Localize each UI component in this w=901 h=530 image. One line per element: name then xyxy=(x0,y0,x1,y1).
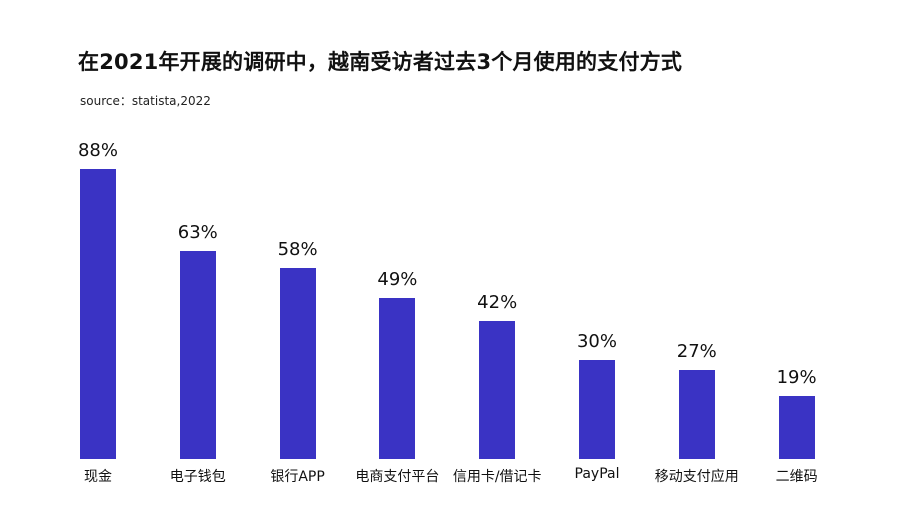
bar-value-label: 42% xyxy=(477,291,518,313)
bar xyxy=(179,251,216,459)
chart-title: 在2021年开展的调研中，越南受访者过去3个月使用的支付方式 xyxy=(78,50,683,74)
bar xyxy=(379,297,416,459)
bar xyxy=(80,169,116,459)
source-note: source：statista,2022 xyxy=(80,94,211,108)
bar xyxy=(579,360,615,459)
category-label: 银行APP xyxy=(270,469,325,485)
category-label: 电子钱包 xyxy=(169,469,226,485)
category-label: 二维码 xyxy=(775,469,818,485)
category-label: 电商支付平台 xyxy=(355,469,440,485)
category-label: PayPal xyxy=(574,466,620,482)
bar-value-label: 63% xyxy=(177,222,218,244)
category-label: 现金 xyxy=(84,469,112,485)
bar-value-label: 27% xyxy=(676,341,717,363)
category-label: 移动支付应用 xyxy=(654,469,739,485)
bar xyxy=(778,396,815,459)
bar xyxy=(479,320,516,459)
bar-value-label: 88% xyxy=(77,140,118,161)
bar xyxy=(279,267,316,459)
bar xyxy=(678,370,715,459)
bar-value-label: 19% xyxy=(776,367,817,389)
bar-value-label: 49% xyxy=(377,268,418,290)
bar-value-label: 30% xyxy=(576,331,617,353)
bar-value-label: 58% xyxy=(277,238,318,260)
category-label: 信用卡/借记卡 xyxy=(452,469,542,485)
